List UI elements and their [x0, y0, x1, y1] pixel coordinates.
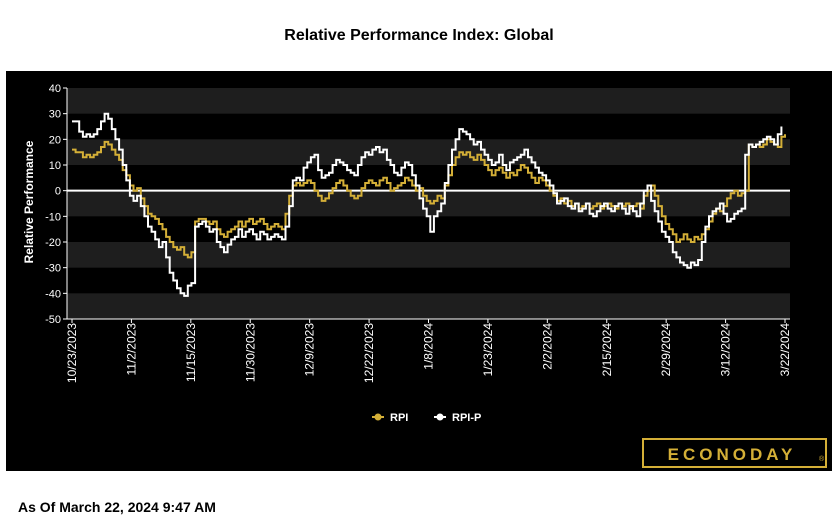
legend-swatch-marker	[374, 413, 382, 421]
y-tick-label: -20	[45, 237, 61, 249]
x-tick-label: 3/12/2024	[719, 323, 733, 377]
series-line-rpi	[72, 134, 786, 259]
grid-band	[67, 190, 790, 217]
x-tick-label: 2/29/2024	[659, 323, 673, 377]
grid-band	[67, 139, 790, 165]
y-axis-label: Relative Performance	[22, 140, 36, 263]
series-line-rpi-p	[72, 112, 783, 297]
x-tick-label: 10/23/2023	[65, 323, 79, 383]
y-tick-label: 10	[49, 160, 61, 172]
x-tick-label: 2/2/2024	[540, 323, 554, 370]
legend: RPI RPI-P	[372, 412, 481, 424]
logo-text: ECONODAY	[668, 445, 797, 464]
grid-band	[67, 293, 790, 319]
y-tick-label: 40	[49, 83, 61, 95]
as-of-timestamp: As Of March 22, 2024 9:47 AM	[18, 499, 216, 515]
legend-label: RPI	[390, 412, 408, 424]
x-tick-label: 11/30/2023	[243, 323, 257, 382]
y-tick-label: -30	[45, 263, 61, 275]
x-tick-label: 12/9/2023	[303, 323, 317, 377]
legend-label: RPI-P	[452, 412, 481, 424]
y-tick-label: 30	[49, 109, 61, 121]
x-tick-label: 11/15/2023	[184, 323, 198, 382]
x-tick-label: 2/15/2024	[600, 323, 614, 377]
x-tick-label: 1/8/2024	[422, 323, 436, 370]
chart-panel: 40 30 20 10 0 -10 -20 -30 -40 -50 10/23/2023 11/2/…	[6, 71, 832, 471]
econoday-logo: ECONODAY ®	[642, 438, 827, 468]
x-tick-label: 3/22/2024	[778, 323, 792, 377]
y-tick-label: -10	[45, 211, 61, 223]
y-tick-label: -50	[45, 314, 61, 326]
x-tick-label: 11/2/2023	[124, 323, 138, 376]
grid-band	[67, 242, 790, 268]
legend-swatch-marker	[436, 413, 444, 421]
grid-band	[67, 88, 790, 114]
y-tick-label: 0	[55, 186, 61, 198]
x-tick-label: 12/22/2023	[362, 323, 376, 383]
chart-background	[6, 71, 832, 471]
x-tick-label: 1/23/2024	[481, 323, 495, 377]
chart-title: Relative Performance Index: Global	[284, 27, 554, 44]
y-tick-label: 20	[49, 134, 61, 146]
logo-registered-mark: ®	[819, 455, 825, 463]
y-tick-label: -40	[45, 288, 61, 300]
